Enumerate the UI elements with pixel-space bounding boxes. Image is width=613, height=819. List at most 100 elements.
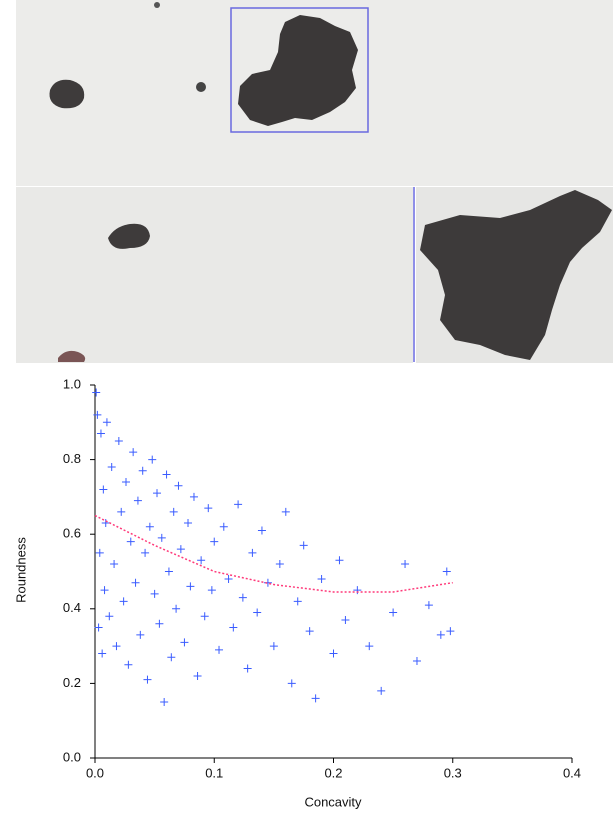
particle [49,79,85,109]
y-tick-label: 0.4 [63,600,81,615]
point [412,657,421,666]
point [141,548,150,557]
point [157,533,166,542]
point [317,574,326,583]
point [200,612,209,621]
point [160,698,169,707]
point [193,671,202,680]
point [207,586,216,595]
point [224,574,233,583]
point [281,507,290,516]
y-tick-label: 0.6 [63,526,81,541]
particle [108,223,150,249]
point [243,664,252,673]
point [119,597,128,606]
point [131,578,140,587]
point [172,604,181,613]
point [164,567,173,576]
point [145,522,154,531]
point [186,582,195,591]
point [100,586,109,595]
x-tick-label: 0.0 [86,765,104,780]
point [329,649,338,658]
point [92,388,101,397]
x-tick-label: 0.4 [563,765,581,780]
point [389,608,398,617]
point [335,556,344,565]
micrographs [16,0,613,363]
point [446,627,455,636]
point [248,548,257,557]
point [98,649,107,658]
point [238,593,247,602]
particle [238,15,358,126]
point [442,567,451,576]
point [148,455,157,464]
y-axis-label: Roundness [13,537,28,603]
point [234,500,243,509]
point [176,545,185,554]
particle [58,350,86,362]
point [99,485,108,494]
point [126,537,135,546]
point [162,470,171,479]
y-tick-label: 1.0 [63,376,81,391]
y-tick-label: 0.8 [63,451,81,466]
point [269,642,278,651]
point [114,436,123,445]
y-tick-label: 0.0 [63,749,81,764]
point [229,623,238,632]
point [275,560,284,569]
point [143,675,152,684]
point [180,638,189,647]
point [215,645,224,654]
particle [420,190,612,360]
point [107,463,116,472]
point [293,597,302,606]
point [138,466,147,475]
x-tick-label: 0.3 [444,765,462,780]
point [155,619,164,628]
particle [196,82,206,92]
point [169,507,178,516]
point [96,429,105,438]
point [136,630,145,639]
point [93,410,102,419]
point [129,448,138,457]
point [219,522,228,531]
point [197,556,206,565]
point [133,496,142,505]
point [204,504,213,513]
point [112,642,121,651]
x-tick-label: 0.2 [324,765,342,780]
point [167,653,176,662]
point [210,537,219,546]
point [95,548,104,557]
micrograph-bottom-left [16,187,413,363]
point [174,481,183,490]
point [424,601,433,610]
point [184,519,193,528]
point [189,492,198,501]
point [150,589,159,598]
point [110,560,119,569]
point [377,686,386,695]
point [257,526,266,535]
point [287,679,296,688]
point [102,418,111,427]
point [299,541,308,550]
point [341,615,350,624]
point [436,630,445,639]
point [263,578,272,587]
point [105,612,114,621]
point [253,608,262,617]
selection-box [230,7,369,133]
x-tick-label: 0.1 [205,765,223,780]
point [353,586,362,595]
point [311,694,320,703]
point [401,560,410,569]
y-tick-label: 0.2 [63,675,81,690]
point [305,627,314,636]
